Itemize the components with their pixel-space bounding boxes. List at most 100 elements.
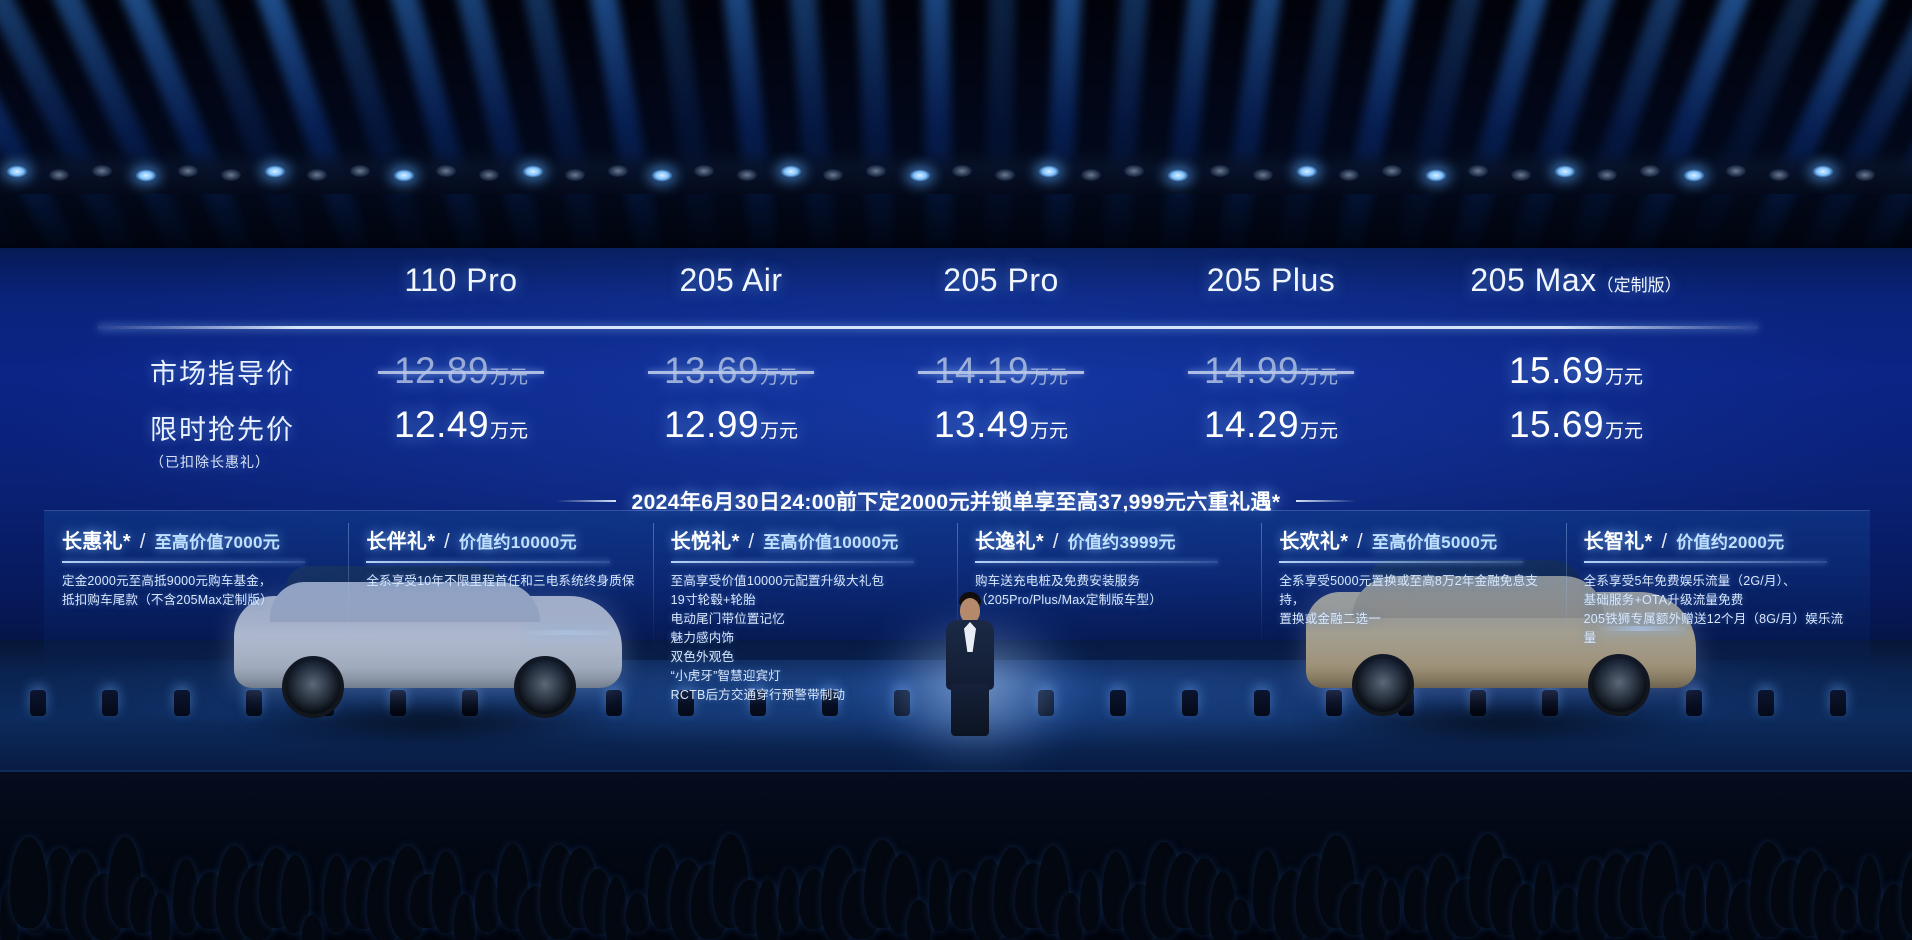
strikethrough-line	[377, 371, 545, 375]
stage-lamp	[178, 165, 198, 177]
audience-head	[324, 855, 349, 932]
stage-lamp	[1468, 165, 1488, 177]
price-number: 13.49	[933, 404, 1030, 445]
stage-lamp	[823, 169, 843, 181]
light-beam	[652, 0, 722, 262]
light-beam	[854, 0, 896, 261]
stage-lamp	[1382, 165, 1402, 177]
price-unit: 万元	[1605, 367, 1644, 388]
stage-lamp	[307, 169, 327, 181]
gift-desc-line: 基础服务+OTA升级流量免费	[1583, 593, 1744, 607]
price-cell-r0-c2: 14.19万元	[871, 350, 1131, 392]
light-beam	[787, 0, 838, 262]
gift-title-1: 长伴礼* / 价值约10000元	[366, 525, 636, 554]
gift-value: 价值约2000元	[1676, 533, 1785, 552]
column-name-1: 205 Air	[679, 262, 783, 298]
gift-slash: /	[1655, 531, 1674, 553]
gift-title-4: 长欢礼* / 至高价值5000元	[1279, 525, 1549, 554]
price-value-r0-c4: 15.69万元	[1509, 350, 1643, 391]
audience-head	[1080, 871, 1100, 931]
presenter-shirt	[964, 622, 976, 652]
light-beam	[720, 0, 780, 262]
stage-lamp	[92, 165, 112, 177]
audience-head	[756, 878, 779, 940]
gift-underline-0	[62, 561, 306, 563]
gift-desc-line: 205铁狮专属额外赠送12个月（8G/月）娱乐流量	[1583, 612, 1844, 645]
gift-card-5: 长智礼* / 价值约2000元全系享受5年免费娱乐流量（2G/月）、 基础服务+O…	[1565, 511, 1870, 681]
stage-lamp	[1769, 169, 1789, 181]
audience-head	[302, 914, 322, 940]
price-number: 14.29	[1203, 404, 1300, 445]
price-cell-r1-c0: 12.49万元	[331, 404, 591, 446]
audience-head	[1534, 863, 1553, 931]
gift-slash: /	[1351, 531, 1369, 553]
price-value-r1-c4: 15.69万元	[1509, 404, 1643, 445]
light-beam	[1216, 0, 1286, 262]
column-header-0: 110 Pro	[331, 262, 591, 299]
gift-value: 价值约3999元	[1067, 533, 1176, 552]
gift-desc-5: 全系享受5年免费娱乐流量（2G/月）、 基础服务+OTA升级流量免费 205铁狮专属…	[1584, 572, 1854, 648]
gift-value: 至高价值10000元	[763, 533, 899, 552]
stage-lamp	[1726, 165, 1746, 177]
stage-lamp	[1554, 165, 1576, 178]
gift-slash: /	[742, 531, 761, 553]
gift-desc-line: 全系享受5年免费娱乐流量（2G/月）、	[1583, 574, 1796, 588]
gift-desc-line: 至高享受价值10000元配置升级大礼包	[670, 574, 885, 588]
row-label-text-0: 市场指导价	[150, 359, 295, 389]
stage-lamp	[608, 165, 628, 177]
price-number: 13.69	[663, 350, 760, 391]
floor-light	[822, 690, 838, 716]
stage-lamp	[1210, 165, 1230, 177]
stage-lamp	[995, 169, 1015, 181]
light-beam	[922, 0, 954, 261]
price-value-r1-c3: 14.29万元	[1204, 404, 1338, 445]
row-label-limited-price: 限时抢先价 （已扣除长惠礼）	[150, 408, 295, 472]
audience-head	[929, 859, 950, 931]
price-value-r1-c2: 13.49万元	[934, 404, 1068, 445]
price-number: 12.49	[393, 404, 490, 445]
gift-card-3: 长逸礼* / 价值约3999元 购车送充电桩及免费安装服务 （205Pro/Plus…	[956, 511, 1261, 681]
gift-asterisk: *	[1644, 531, 1653, 553]
floor-light	[102, 690, 118, 716]
gift-asterisk: *	[122, 531, 131, 553]
row-note-1: （已扣除长惠礼）	[150, 454, 270, 470]
stage-lamp	[479, 169, 499, 181]
price-unit: 万元	[1605, 421, 1644, 442]
audience-head	[1901, 852, 1912, 937]
campaign-rule-right	[1296, 500, 1357, 502]
gift-desc-line: 抵扣购车尾款（不含205Max定制版）	[62, 593, 273, 607]
audience-head	[454, 893, 475, 940]
column-name-2: 205 Pro	[943, 262, 1059, 298]
gift-name: 长智礼	[1583, 531, 1645, 553]
price-value-r1-c1: 12.99万元	[664, 404, 798, 445]
stage-lamp	[6, 165, 28, 178]
stage-lamp	[1167, 169, 1189, 182]
audience-head	[1555, 886, 1580, 930]
gift-name: 长伴礼	[366, 531, 428, 553]
campaign-rule-left	[555, 500, 616, 502]
gift-title-0: 长惠礼* / 至高价值7000元	[62, 525, 332, 554]
gift-desc-3: 购车送充电桩及免费安装服务 （205Pro/Plus/Max定制版车型）	[975, 572, 1245, 610]
floor-light	[750, 690, 766, 716]
gift-desc-0: 定金2000元至高抵9000元购车基金， 抵扣购车尾款（不含205Max定制版）	[62, 572, 332, 610]
stage-lamp	[393, 169, 415, 182]
audience-head	[1858, 855, 1881, 930]
audience-head	[10, 836, 48, 928]
audience-head	[626, 892, 649, 932]
price-unit: 万元	[1300, 421, 1339, 442]
gift-desc-line: 置换或金融二选一	[1279, 612, 1381, 626]
column-suffix-4: （定制版）	[1596, 276, 1682, 295]
stage-lamp	[522, 165, 544, 178]
header-divider	[98, 326, 1758, 329]
price-number: 14.19	[933, 350, 1030, 391]
gift-slash: /	[438, 531, 456, 553]
price-number: 15.69	[1508, 350, 1605, 391]
gift-desc-line: 购车送充电桩及免费安装服务	[974, 574, 1141, 588]
floor-light	[1830, 690, 1846, 716]
audience-head	[475, 873, 499, 932]
gift-desc-line: （205Pro/Plus/Max定制版车型）	[974, 593, 1163, 607]
gift-name: 长逸礼	[974, 531, 1036, 553]
gift-asterisk: *	[427, 531, 436, 553]
light-beam	[1042, 0, 1084, 261]
